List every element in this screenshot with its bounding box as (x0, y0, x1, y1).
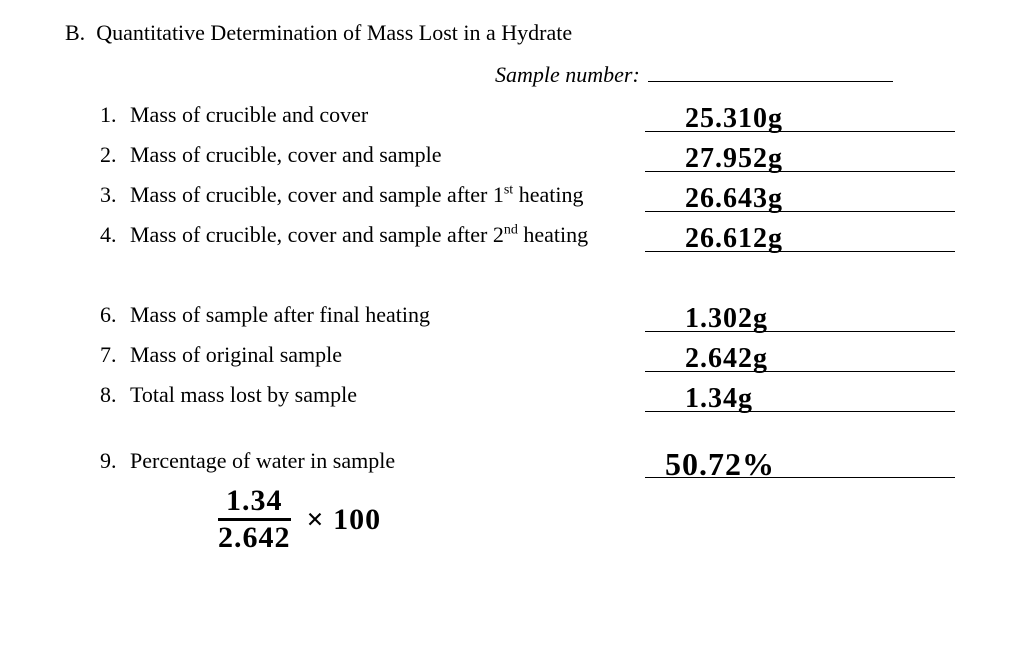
item-label: 6. Mass of sample after final heating (100, 302, 645, 332)
item-text: Percentage of water in sample (130, 448, 395, 474)
item-row: 1. Mass of crucible and cover 25.310g (65, 96, 959, 132)
item-label: 2. Mass of crucible, cover and sample (100, 142, 645, 172)
fraction-denominator: 2.642 (210, 521, 299, 555)
item-label: 8. Total mass lost by sample (100, 382, 645, 412)
answer-value: 26.643g (685, 183, 783, 215)
item-text: Mass of crucible, cover and sample after… (130, 222, 588, 248)
sample-number-label: Sample number: (495, 62, 640, 88)
item-num: 7. (100, 342, 130, 368)
item-num: 3. (100, 182, 130, 208)
item-num: 6. (100, 302, 130, 328)
answer-blank: 1.302g (645, 296, 955, 332)
sample-number-row: Sample number: (65, 58, 959, 88)
item-label: 7. Mass of original sample (100, 342, 645, 372)
answer-blank: 50.72% (645, 442, 955, 478)
item-num: 4. (100, 222, 130, 248)
item-row: 9. Percentage of water in sample 50.72% (65, 442, 959, 478)
item-label: 4. Mass of crucible, cover and sample af… (100, 222, 645, 252)
item-label: 9. Percentage of water in sample (100, 448, 645, 478)
fraction-numerator: 1.34 (218, 484, 291, 521)
answer-blank: 27.952g (645, 136, 955, 172)
answer-value: 26.612g (685, 223, 783, 255)
item-row: 2. Mass of crucible, cover and sample 27… (65, 136, 959, 172)
section-letter: B. (65, 20, 85, 45)
item-num: 2. (100, 142, 130, 168)
answer-value: 2.642g (685, 343, 768, 375)
answer-blank: 26.643g (645, 176, 955, 212)
answer-blank: 2.642g (645, 336, 955, 372)
item-row: 3. Mass of crucible, cover and sample af… (65, 176, 959, 212)
item-num: 8. (100, 382, 130, 408)
item-row: 8. Total mass lost by sample 1.34g (65, 376, 959, 412)
item-label: 3. Mass of crucible, cover and sample af… (100, 182, 645, 212)
item-text: Mass of original sample (130, 342, 342, 368)
answer-value: 1.302g (685, 303, 768, 335)
item-row: 4. Mass of crucible, cover and sample af… (65, 216, 959, 252)
item-text: Mass of crucible and cover (130, 102, 368, 128)
section-heading: Quantitative Determination of Mass Lost … (96, 20, 572, 45)
answer-value: 27.952g (685, 143, 783, 175)
section-title: B. Quantitative Determination of Mass Lo… (65, 20, 959, 46)
answer-value: 25.310g (685, 103, 783, 135)
gap (65, 416, 959, 442)
item-text: Mass of crucible, cover and sample after… (130, 182, 583, 208)
calc-suffix: × 100 (307, 503, 382, 537)
item-label: 1. Mass of crucible and cover (100, 102, 645, 132)
item-text: Total mass lost by sample (130, 382, 357, 408)
item-text: Mass of crucible, cover and sample (130, 142, 442, 168)
sample-number-blank (648, 58, 893, 82)
fraction: 1.34 2.642 (210, 484, 299, 555)
answer-blank: 26.612g (645, 216, 955, 252)
answer-blank: 25.310g (645, 96, 955, 132)
calculation: 1.34 2.642 × 100 (65, 484, 959, 555)
answer-blank: 1.34g (645, 376, 955, 412)
item-row: 7. Mass of original sample 2.642g (65, 336, 959, 372)
item-num: 1. (100, 102, 130, 128)
gap (65, 256, 959, 296)
answer-value: 1.34g (685, 383, 753, 415)
item-row: 6. Mass of sample after final heating 1.… (65, 296, 959, 332)
item-num: 9. (100, 448, 130, 474)
answer-value: 50.72% (665, 446, 775, 483)
item-text: Mass of sample after final heating (130, 302, 430, 328)
